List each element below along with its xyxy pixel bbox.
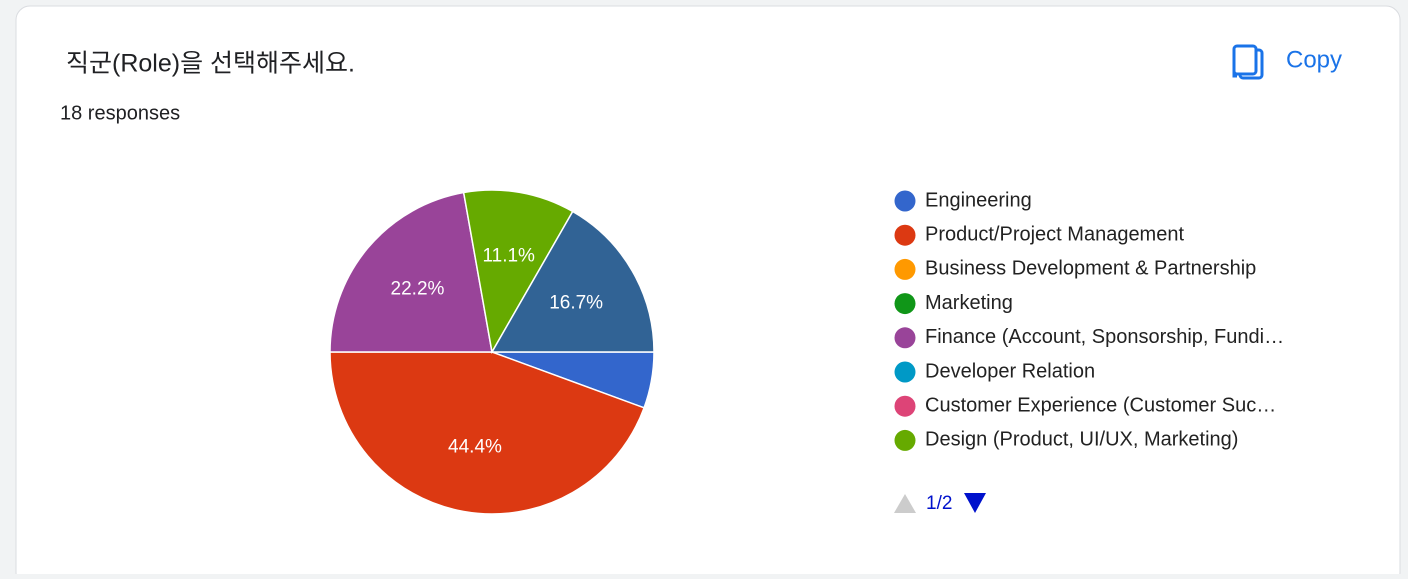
legend-swatch bbox=[894, 293, 916, 315]
slice-label: 22.2% bbox=[391, 279, 445, 300]
legend-swatch bbox=[894, 190, 916, 212]
copy-icon bbox=[1232, 44, 1258, 76]
pager-label: 1/2 bbox=[926, 493, 952, 514]
legend-label: Customer Experience (Customer Suc… bbox=[925, 394, 1276, 416]
slice-label: 44.4% bbox=[448, 437, 502, 458]
legend-swatch bbox=[894, 395, 916, 417]
pie-slice bbox=[329, 191, 493, 353]
legend-swatch bbox=[894, 224, 916, 246]
legend-label: Business Development & Partnership bbox=[925, 258, 1256, 280]
copy-button[interactable]: Copy bbox=[1232, 44, 1342, 80]
pager-next[interactable] bbox=[964, 493, 986, 513]
legend-label: Design (Product, UI/UX, Marketing) bbox=[925, 429, 1238, 451]
pie-slice bbox=[490, 210, 655, 353]
legend-label: Finance (Account, Sponsorship, Fundi… bbox=[925, 326, 1284, 348]
pie-slice bbox=[329, 351, 646, 515]
legend-label: Product/Project Management bbox=[925, 223, 1184, 245]
copy-label[interactable]: Copy bbox=[1286, 46, 1342, 73]
response-count: 18 responses bbox=[60, 102, 180, 124]
legend-swatch bbox=[894, 429, 916, 451]
pager-prev[interactable] bbox=[894, 494, 916, 513]
legend-label: Engineering bbox=[925, 189, 1032, 211]
legend-label: Marketing bbox=[925, 292, 1013, 314]
slice-label: 16.7% bbox=[549, 292, 603, 313]
slice-label: 11.1% bbox=[482, 245, 535, 266]
question-title: 직군(Role)을 선택해주세요. bbox=[66, 50, 355, 78]
legend-swatch bbox=[894, 258, 916, 280]
pie-slice bbox=[462, 189, 574, 355]
legend-swatch bbox=[894, 327, 916, 349]
card bbox=[15, 5, 1401, 579]
legend-swatch bbox=[894, 361, 916, 383]
legend-pager: 1/2 bbox=[894, 493, 986, 514]
legend-label: Developer Relation bbox=[925, 360, 1095, 382]
